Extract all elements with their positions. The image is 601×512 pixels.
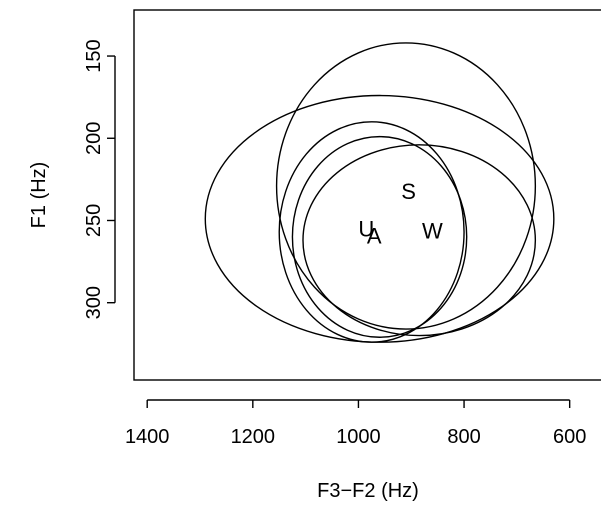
y-axis: 150 200 250 300 [83, 39, 116, 319]
ellipses-layer [204, 42, 555, 343]
y-tick-label: 250 [83, 204, 105, 237]
ellipse-3 [278, 121, 465, 343]
points-layer: S UA W [358, 179, 443, 248]
y-tick-label: 150 [83, 39, 105, 72]
x-tick-label: 1000 [336, 426, 381, 448]
x-axis: 1400 1200 1000 800 600 [125, 399, 586, 448]
x-tick-label: 1400 [125, 426, 170, 448]
x-tick-label: 600 [553, 426, 586, 448]
point-label-s: S [401, 179, 416, 204]
point-label-u: U [358, 217, 374, 242]
y-tick-label: 200 [83, 122, 105, 155]
point-label-w: W [422, 218, 443, 243]
point-label-a: A [367, 223, 382, 248]
ellipse-5 [302, 144, 537, 337]
x-tick-label: 800 [447, 426, 480, 448]
ellipse-1 [204, 94, 555, 343]
plot-frame [133, 9, 601, 381]
x-tick-label: 1200 [231, 426, 276, 448]
y-tick-label: 300 [83, 286, 105, 319]
ellipse-2 [275, 42, 537, 330]
x-axis-title: F3−F2 (Hz) [317, 480, 419, 502]
y-axis-title: F1 (Hz) [28, 162, 50, 229]
ellipse-4 [291, 135, 468, 338]
